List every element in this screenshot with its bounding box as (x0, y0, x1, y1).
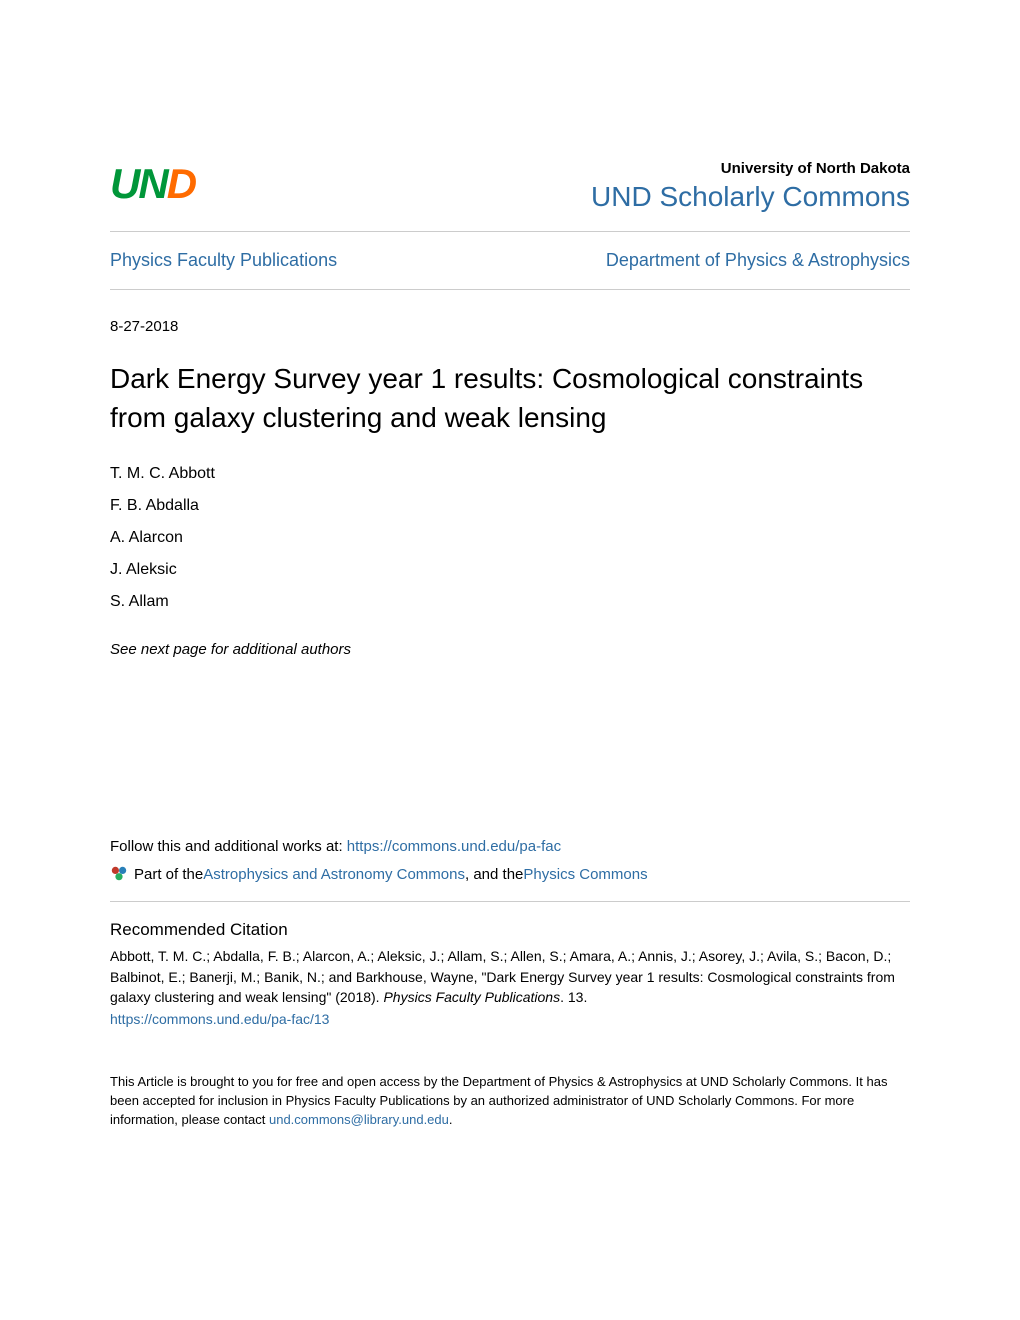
follow-prefix: Follow this and additional works at: (110, 838, 347, 855)
institution-name: University of North Dakota (591, 160, 910, 177)
divider-citation (110, 901, 910, 902)
additional-authors-note: See next page for additional authors (110, 641, 910, 658)
authors-list: T. M. C. Abbott F. B. Abdalla A. Alarcon… (110, 465, 910, 611)
repository-name: UND Scholarly Commons (591, 181, 910, 213)
part-of-prefix: Part of the (134, 866, 203, 883)
publication-date: 8-27-2018 (110, 318, 910, 335)
citation-text: Abbott, T. M. C.; Abdalla, F. B.; Alarco… (110, 946, 910, 1007)
citation-heading: Recommended Citation (110, 920, 910, 940)
department-link[interactable]: Department of Physics & Astrophysics (606, 250, 910, 271)
breadcrumb-section: Physics Faculty Publications Department … (110, 232, 910, 289)
collection-link[interactable]: Physics Faculty Publications (110, 250, 337, 271)
part-of-connector: , and the (465, 866, 523, 883)
logo-text-n: N (138, 160, 166, 207)
network-icon (110, 865, 128, 883)
author-name: T. M. C. Abbott (110, 465, 910, 483)
author-name: S. Allam (110, 593, 910, 611)
citation-journal: Physics Faculty Publications (383, 989, 560, 1005)
footer-text: This Article is brought to you for free … (110, 1073, 910, 1130)
commons-link-1[interactable]: Astrophysics and Astronomy Commons (203, 866, 465, 883)
citation-suffix: . 13. (560, 989, 587, 1005)
contact-email-link[interactable]: und.commons@library.und.edu (269, 1112, 449, 1127)
article-title: Dark Energy Survey year 1 results: Cosmo… (110, 359, 910, 437)
follow-text: Follow this and additional works at: htt… (110, 838, 910, 855)
part-of-section: Part of the Astrophysics and Astronomy C… (110, 865, 910, 883)
footer-suffix: . (449, 1112, 453, 1127)
follow-link[interactable]: https://commons.und.edu/pa-fac (347, 838, 561, 855)
logo-flame-icon: D (167, 160, 195, 207)
citation-link[interactable]: https://commons.und.edu/pa-fac/13 (110, 1011, 329, 1027)
author-name: F. B. Abdalla (110, 497, 910, 515)
divider-bottom (110, 289, 910, 290)
und-logo[interactable]: UND (110, 160, 195, 208)
author-name: J. Aleksic (110, 561, 910, 579)
header-section: UND University of North Dakota UND Schol… (110, 160, 910, 213)
author-name: A. Alarcon (110, 529, 910, 547)
logo-text-u: U (110, 160, 138, 207)
repository-link[interactable]: UND Scholarly Commons (591, 181, 910, 212)
header-right: University of North Dakota UND Scholarly… (591, 160, 910, 213)
commons-link-2[interactable]: Physics Commons (523, 866, 647, 883)
footer-body: This Article is brought to you for free … (110, 1074, 887, 1127)
